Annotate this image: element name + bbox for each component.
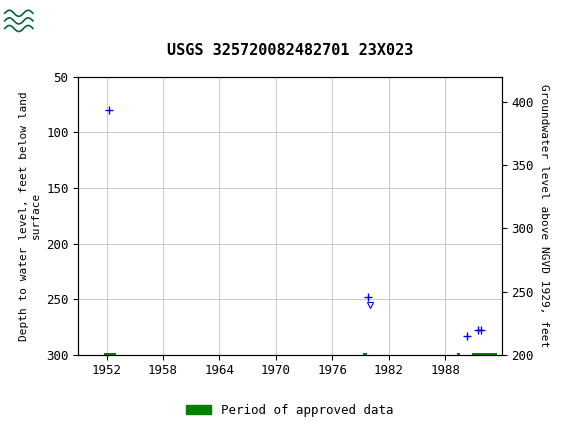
Bar [104, 353, 116, 356]
Y-axis label: Groundwater level above NGVD 1929, feet: Groundwater level above NGVD 1929, feet [539, 84, 549, 347]
Bar [456, 353, 461, 356]
Y-axis label: Depth to water level, feet below land
surface: Depth to water level, feet below land su… [19, 91, 41, 341]
Legend: Period of approved data: Period of approved data [181, 399, 399, 421]
Text: USGS 325720082482701 23X023: USGS 325720082482701 23X023 [167, 43, 413, 58]
Bar [364, 353, 367, 356]
Text: USGS: USGS [72, 10, 124, 28]
Bar [3, 3, 70, 35]
Bar [472, 353, 497, 356]
